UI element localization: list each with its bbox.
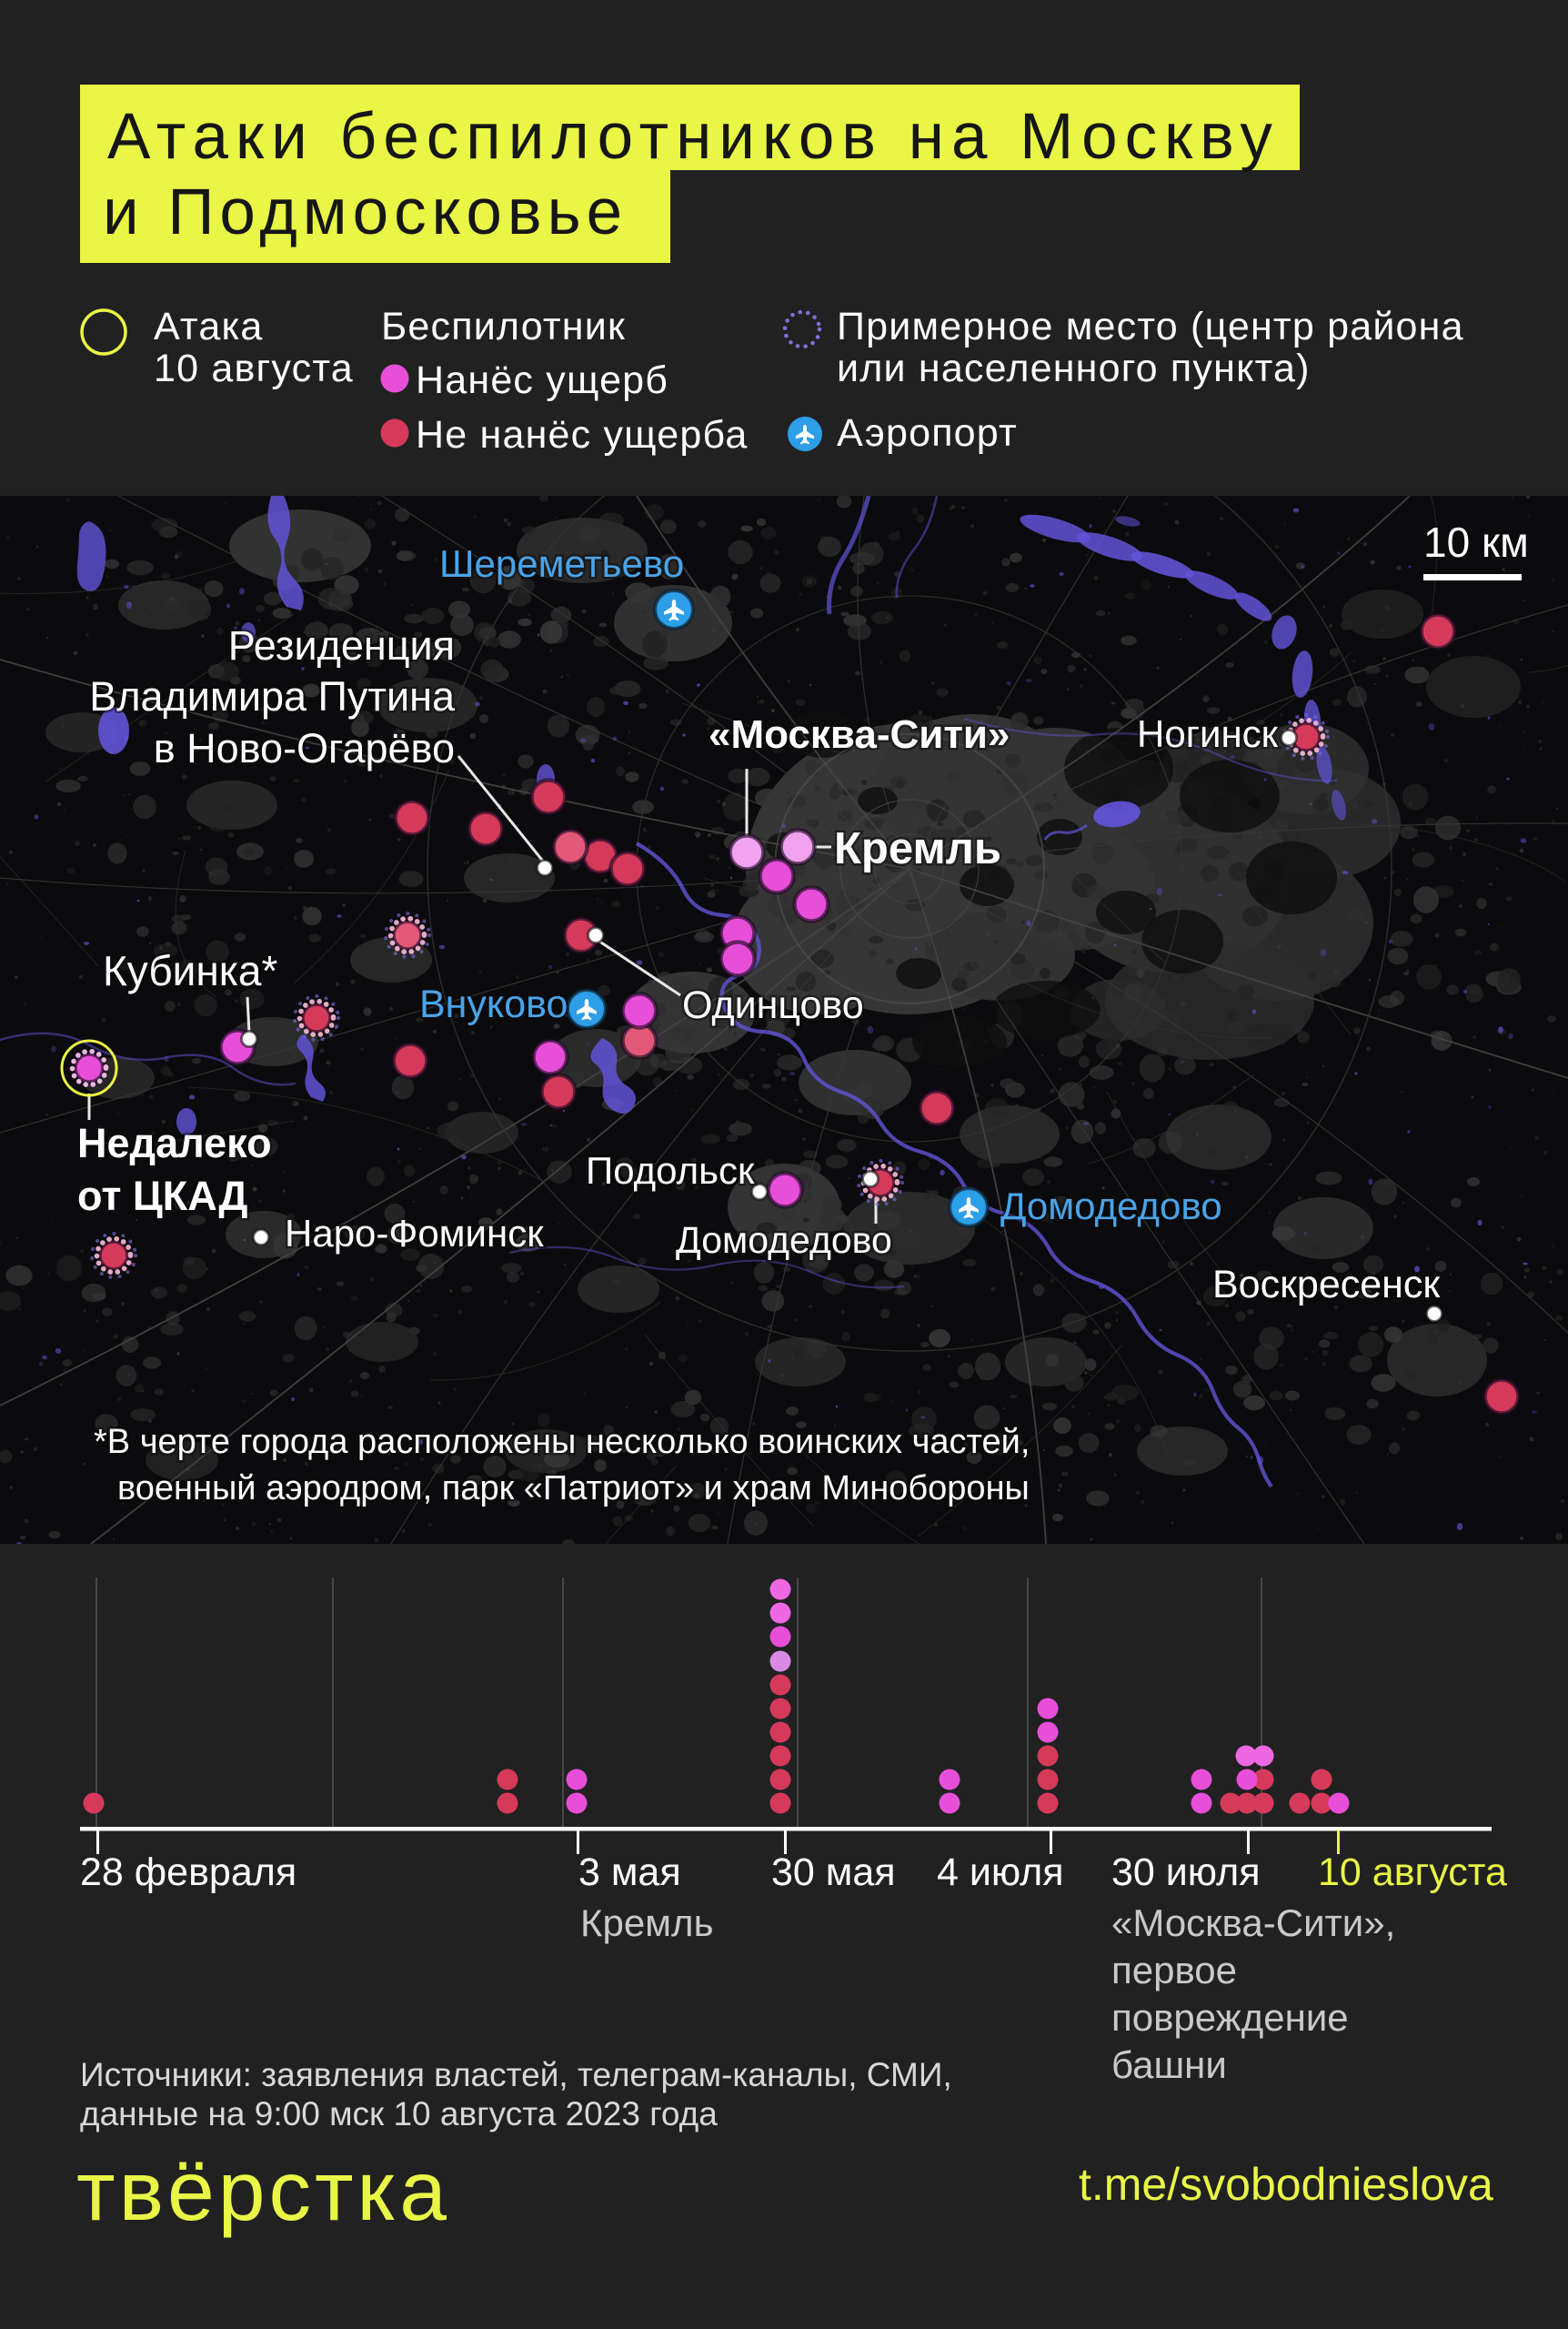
svg-text:Недалеко: Недалеко: [77, 1120, 272, 1166]
svg-text:Одинцово: Одинцово: [682, 983, 864, 1027]
svg-text:Шереметьево: Шереметьево: [439, 542, 684, 585]
svg-text:Домодедово: Домодедово: [676, 1219, 892, 1261]
svg-text:Наро-Фоминск: Наро-Фоминск: [285, 1212, 544, 1255]
svg-text:в Ново-Огарёво: в Ново-Огарёво: [154, 725, 455, 771]
svg-text:Кремль: Кремль: [834, 824, 1001, 873]
svg-text:Подольск: Подольск: [586, 1149, 755, 1192]
svg-text:Резиденция: Резиденция: [228, 622, 455, 669]
svg-text:10 км: 10 км: [1423, 519, 1529, 566]
svg-text:от ЦКАД: от ЦКАД: [77, 1173, 247, 1219]
svg-text:военный аэродром, парк «Патрио: военный аэродром, парк «Патриот» и храм …: [117, 1469, 1030, 1507]
svg-text:*В черте города расположены не: *В черте города расположены несколько во…: [94, 1423, 1030, 1461]
svg-text:Владимира Путина: Владимира Путина: [89, 673, 456, 720]
svg-text:Внуково: Внуково: [419, 983, 568, 1026]
svg-text:Воскресенск: Воскресенск: [1212, 1263, 1441, 1306]
svg-text:«Москва-Сити»: «Москва-Сити»: [709, 712, 1010, 757]
svg-text:Домодедово: Домодедово: [1000, 1185, 1222, 1227]
svg-text:Ногинск: Ногинск: [1137, 712, 1279, 755]
svg-text:Кубинка*: Кубинка*: [103, 947, 277, 994]
